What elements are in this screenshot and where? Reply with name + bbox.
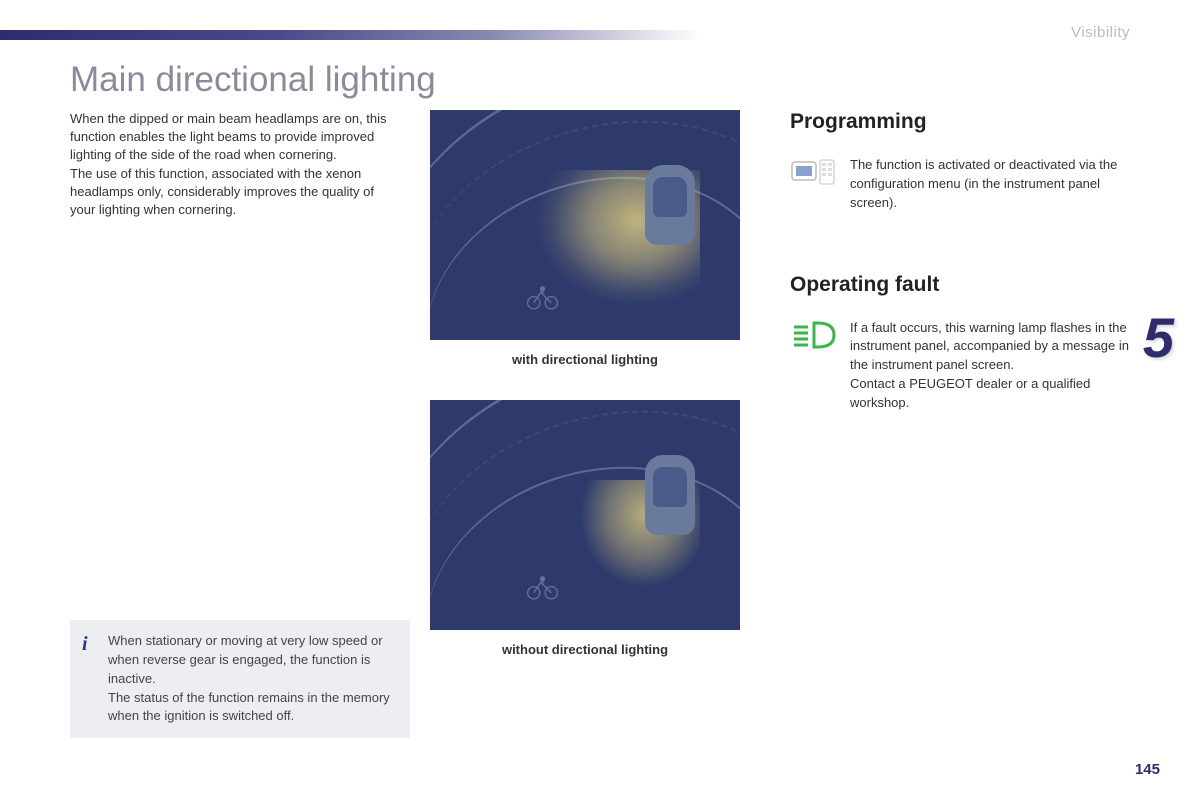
header-bar xyxy=(0,30,700,40)
right-column: Programming The function is activated or… xyxy=(790,110,1140,453)
fault-paragraph-1: If a fault occurs, this warning lamp fla… xyxy=(850,320,1129,373)
car-icon xyxy=(645,455,695,535)
fault-paragraph-2: Contact a PEUGEOT dealer or a qualified … xyxy=(850,376,1090,410)
fault-block: If a fault occurs, this warning lamp fla… xyxy=(790,319,1140,413)
page-number: 145 xyxy=(1135,761,1160,778)
intro-text: When the dipped or main beam headlamps a… xyxy=(70,110,400,219)
config-menu-icon xyxy=(790,156,836,193)
car-icon xyxy=(645,165,695,245)
diagram-without-lighting: without directional lighting xyxy=(430,400,740,657)
diagram-caption-without: without directional lighting xyxy=(430,642,740,657)
page-title: Main directional lighting xyxy=(70,60,436,100)
info-paragraph-1: When stationary or moving at very low sp… xyxy=(108,632,398,689)
diagram-caption-with: with directional lighting xyxy=(430,352,740,367)
road-illustration-with xyxy=(430,110,740,340)
headlamp-warning-icon xyxy=(790,319,836,356)
info-icon: i xyxy=(82,630,88,659)
info-box: i When stationary or moving at very low … xyxy=(70,620,410,738)
road-illustration-without xyxy=(430,400,740,630)
info-paragraph-2: The status of the function remains in th… xyxy=(108,689,398,727)
programming-text: The function is activated or deactivated… xyxy=(850,156,1140,213)
intro-paragraph-1: When the dipped or main beam headlamps a… xyxy=(70,110,400,165)
diagram-with-lighting: with directional lighting xyxy=(430,110,740,367)
operating-fault-heading: Operating fault xyxy=(790,273,1140,297)
programming-block: The function is activated or deactivated… xyxy=(790,156,1140,213)
section-label: Visibility xyxy=(1071,24,1130,41)
fault-text: If a fault occurs, this warning lamp fla… xyxy=(850,319,1140,413)
chapter-number: 5 xyxy=(1143,305,1174,370)
programming-heading: Programming xyxy=(790,110,1140,134)
intro-paragraph-2: The use of this function, associated wit… xyxy=(70,165,400,220)
cyclist-icon xyxy=(525,285,560,310)
cyclist-icon xyxy=(525,575,560,600)
